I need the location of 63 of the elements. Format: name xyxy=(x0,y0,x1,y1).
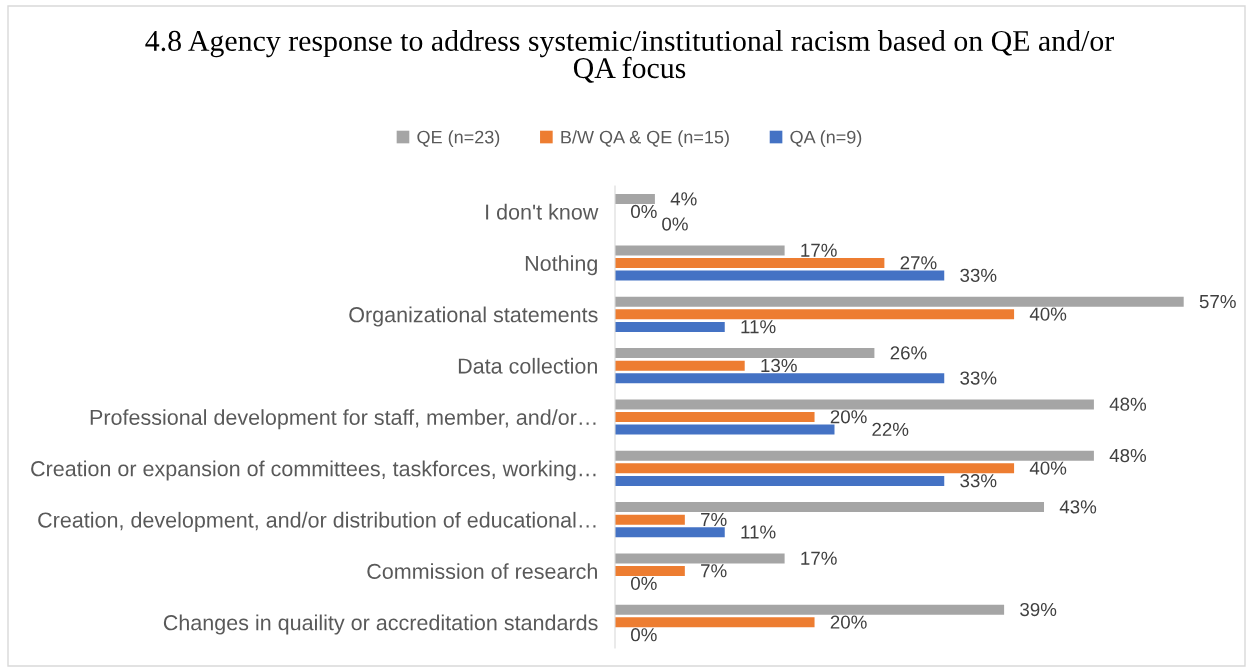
data-label: 40% xyxy=(1029,461,1067,475)
data-label: 11% xyxy=(741,320,776,334)
data-label: 4% xyxy=(670,192,697,206)
y-tick-label: Professional development for staff, member, and/or… xyxy=(90,409,596,430)
data-label: 7% xyxy=(701,512,727,527)
bar xyxy=(615,527,725,538)
bar xyxy=(615,424,835,435)
bar xyxy=(615,565,685,577)
data-label: 7% xyxy=(701,564,727,578)
data-label: 57% xyxy=(1199,294,1236,309)
bar xyxy=(615,502,1045,513)
data-label: 33% xyxy=(960,371,997,385)
bar xyxy=(615,617,815,628)
bar xyxy=(615,553,785,564)
data-label: 22% xyxy=(872,422,909,436)
data-label: 13% xyxy=(761,358,797,373)
bar xyxy=(615,373,945,384)
bar xyxy=(615,399,1094,410)
data-label: 0% xyxy=(631,576,657,590)
data-label: 11% xyxy=(741,525,776,539)
y-tick-label: Creation, development, and/or distribution of educational… xyxy=(38,511,596,532)
y-tick-label: Data collection xyxy=(458,357,597,374)
data-label: 0% xyxy=(631,204,657,219)
y-tick-label: Commission of research xyxy=(367,563,597,580)
data-label: 17% xyxy=(801,551,837,565)
bar xyxy=(615,296,1184,307)
y-tick-label: Creation or expansion of committees, taskforces, working… xyxy=(31,460,596,481)
data-label: 48% xyxy=(1109,397,1147,411)
data-label: 0% xyxy=(631,628,657,642)
data-label: 43% xyxy=(1059,500,1097,514)
legend-label: QA (n=9) xyxy=(790,130,862,148)
bar xyxy=(615,270,945,281)
y-tick-label: Nothing xyxy=(525,255,597,276)
bar xyxy=(615,475,945,486)
bar xyxy=(615,450,1094,461)
data-label: 17% xyxy=(801,243,837,257)
bar xyxy=(615,257,885,269)
y-tick-label: Organizational statements xyxy=(349,306,598,327)
bar xyxy=(615,194,655,205)
bar xyxy=(615,360,745,371)
bar xyxy=(615,321,725,332)
chart-title: 4.8 Agency response to address systemic/institutional racism based on QE and/or QA focus xyxy=(145,30,1114,83)
data-label: 27% xyxy=(900,256,937,270)
legend-label: QE (n=23) xyxy=(417,130,500,148)
y-tick-label: I don't know xyxy=(486,203,599,220)
data-label: 48% xyxy=(1109,448,1147,463)
data-label: 20% xyxy=(830,615,867,629)
data-label: 39% xyxy=(1020,602,1057,617)
data-label: 0% xyxy=(662,217,688,231)
bar xyxy=(615,411,815,423)
bar xyxy=(615,463,1015,474)
y-tick-label: Changes in quaility or accreditation standards xyxy=(163,614,598,635)
data-label: 33% xyxy=(960,474,997,488)
bar xyxy=(615,309,1015,320)
bar xyxy=(615,514,685,525)
legend-label: B/W QA & QE (n=15) xyxy=(561,130,729,148)
data-label: 20% xyxy=(830,410,867,424)
bar xyxy=(615,348,875,359)
data-label: 33% xyxy=(960,268,997,282)
data-label: 40% xyxy=(1029,307,1067,321)
bar xyxy=(615,604,1005,615)
bar xyxy=(615,245,785,256)
data-label: 26% xyxy=(890,346,927,360)
